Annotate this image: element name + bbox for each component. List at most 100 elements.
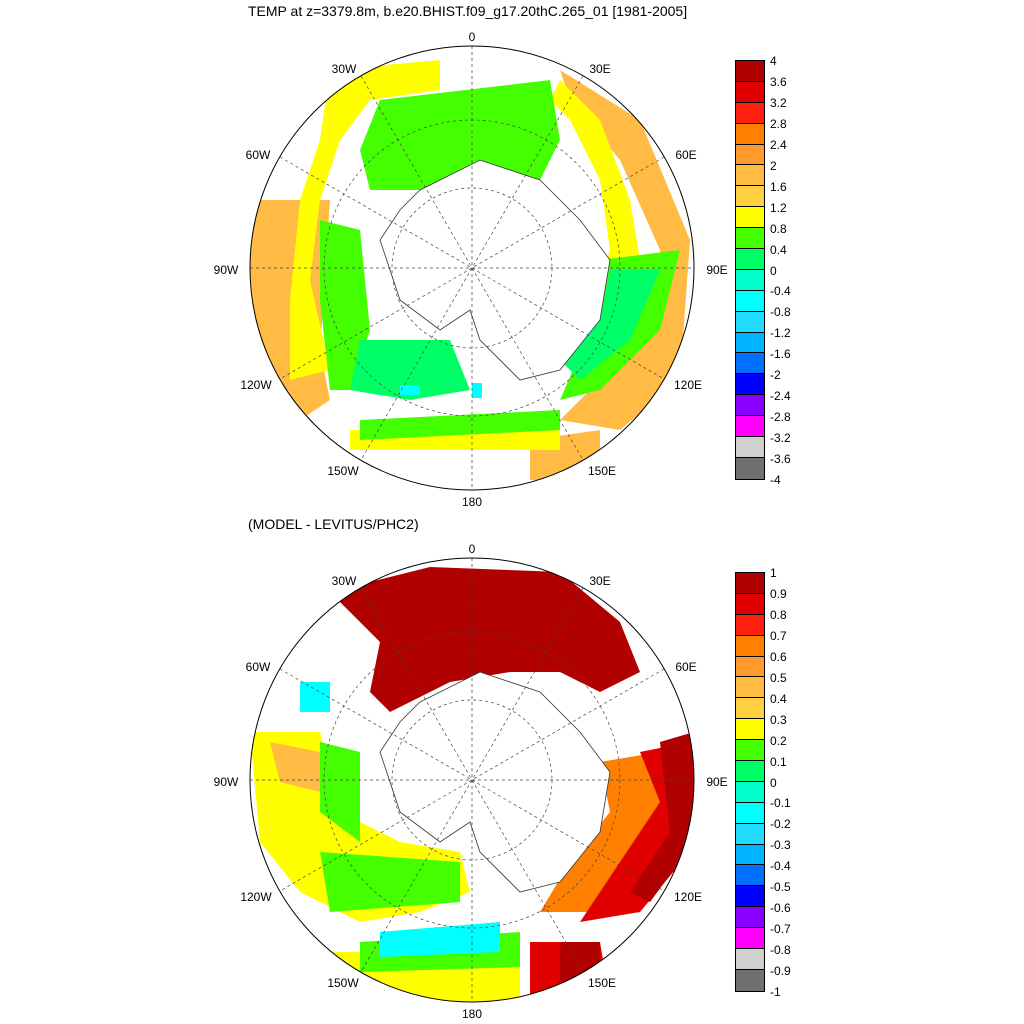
lon-label-180: 180 (461, 1007, 483, 1021)
colorbar-label: 2 (770, 158, 777, 173)
colorbar-label: -2 (770, 368, 781, 383)
lon-label-120w: 120W (240, 378, 272, 392)
colorbar-swatch (736, 844, 764, 866)
colorbar-label: 1.2 (770, 200, 787, 215)
lon-label-150e: 150E (587, 976, 617, 990)
colorbar-swatch (736, 416, 764, 438)
lon-label-30e: 30E (589, 574, 611, 588)
western-green-region (320, 220, 370, 390)
lon-label-90w: 90W (213, 263, 239, 277)
lon-label-180: 180 (461, 495, 483, 509)
lon-label-90w: 90W (213, 775, 239, 789)
colorbar-swatch (736, 907, 764, 929)
lon-label-60w: 60W (245, 660, 271, 674)
colorbar-label: -0.9 (770, 964, 791, 979)
ross-teal-region (350, 340, 470, 400)
lon-label-60e: 60E (675, 660, 697, 674)
colorbar-label: 0 (770, 775, 777, 790)
colorbar-swatch (736, 374, 764, 396)
colorbar-label: -4 (770, 473, 781, 487)
polar-map-top (249, 45, 695, 491)
polar-map-bottom (249, 557, 695, 1003)
map-panel-top: 0 30E 60E 90E 120E 150E 180 150W 120W 90… (213, 30, 791, 509)
indian-orange-region (560, 70, 690, 430)
lon-label-60w: 60W (245, 148, 271, 162)
colorbar-swatch (736, 332, 764, 354)
colorbar-swatch (736, 573, 764, 594)
colorbar-label: 0.5 (770, 670, 787, 685)
colorbar-swatch (736, 228, 764, 250)
colorbar-swatch (736, 761, 764, 782)
colorbar-swatch (736, 677, 764, 699)
colorbar-label: 0.6 (770, 649, 787, 664)
east-darkred-region (630, 732, 694, 902)
colorbar-label: -0.1 (770, 796, 791, 811)
colorbar-label: -1.6 (770, 347, 791, 362)
colorbar-label: 0.4 (770, 242, 787, 257)
colorbar-label: -2.4 (770, 389, 791, 404)
colorbar-swatch (736, 311, 764, 333)
colorbar-label: 2.8 (770, 116, 787, 131)
colorbar-label: 2.4 (770, 137, 787, 152)
colorbar-swatch (736, 353, 764, 375)
lon-label-120e: 120E (673, 378, 703, 392)
colorbar-label: -3.2 (770, 431, 791, 446)
colorbar-label: -0.8 (770, 943, 791, 958)
colorbar-swatch (736, 457, 764, 479)
colorbar-label: -0.5 (770, 880, 791, 895)
plot-title-top: TEMP at z=3379.8m, b.e20.BHIST.f09_g17.2… (248, 3, 688, 19)
weddell-green-region (360, 80, 560, 190)
colorbar-label: 0.8 (770, 221, 787, 236)
colorbar-label: 0.2 (770, 733, 787, 748)
lon-label-0: 0 (468, 542, 476, 556)
colorbar-swatch (736, 437, 764, 458)
colorbar-label: 0.9 (770, 586, 787, 601)
colorbar-swatch (736, 593, 764, 615)
colorbar-swatch (736, 886, 764, 908)
ross-green-region (360, 410, 560, 440)
map-panel-bottom: 0 30E 60E 90E 120E 150E 180 150W 120W 90… (0, 512, 1024, 1024)
colorbar-label: -0.6 (770, 901, 791, 916)
colorbar-label: 1 (770, 566, 777, 580)
lon-label-90e: 90E (706, 263, 728, 277)
colorbar-label: 4 (770, 54, 777, 68)
colorbar-label: 3.2 (770, 95, 787, 110)
colorbar-swatch (736, 290, 764, 312)
weddell-darkred-region (330, 567, 640, 712)
colorbar-label: 0.3 (770, 712, 787, 727)
colorbar-label: 0.8 (770, 607, 787, 622)
colorbar-swatch (736, 249, 764, 270)
west-cyan-region (300, 682, 330, 712)
colorbar-swatch (736, 698, 764, 720)
colorbar-swatch (736, 102, 764, 124)
colorbar-swatch (736, 969, 764, 991)
colorbar-swatch (736, 395, 764, 417)
colorbar-swatch (736, 635, 764, 657)
colorbar-swatch (736, 865, 764, 887)
lon-label-0: 0 (468, 30, 476, 44)
lon-label-90e: 90E (706, 775, 728, 789)
colorbar-label: -1 (770, 985, 781, 999)
lon-label-60e: 60E (675, 148, 697, 162)
lon-label-150w: 150W (327, 976, 359, 990)
colorbar-swatch (736, 186, 764, 208)
lon-label-30w: 30W (331, 62, 357, 76)
colorbar-swatch (736, 269, 764, 291)
colorbar-label: -3.6 (770, 452, 791, 467)
colorbar-label: -0.3 (770, 838, 791, 853)
colorbar-label: -0.7 (770, 922, 791, 937)
colorbar-swatch (736, 207, 764, 229)
lon-label-120e: 120E (673, 890, 703, 904)
ross-cyan-region (380, 922, 500, 957)
antarctica-landmass (379, 159, 611, 381)
lon-label-30e: 30E (589, 62, 611, 76)
colorbar-label: 3.6 (770, 74, 787, 89)
colorbar-bottom (735, 572, 765, 992)
colorbar-swatch (736, 823, 764, 845)
lon-label-120w: 120W (240, 890, 272, 904)
colorbar-swatch (736, 740, 764, 762)
colorbar-label: -0.4 (770, 859, 791, 874)
colorbar-swatch (736, 656, 764, 678)
cyan-patch-2 (472, 383, 482, 398)
colorbar-swatch (736, 949, 764, 970)
